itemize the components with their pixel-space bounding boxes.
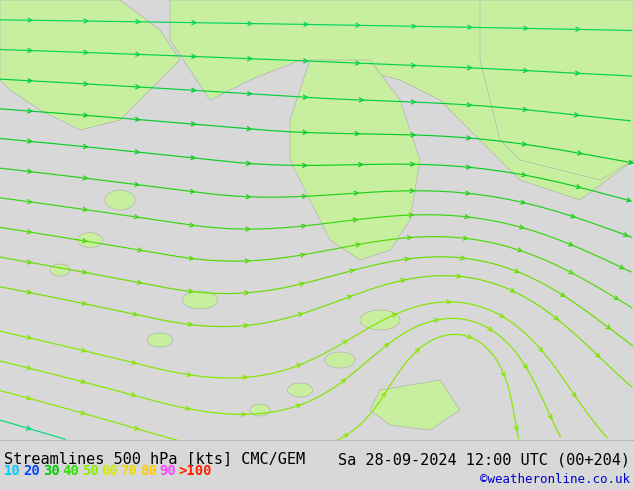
Text: Streamlines 500 hPa [kts] CMC/GEM: Streamlines 500 hPa [kts] CMC/GEM [4,452,305,467]
Ellipse shape [250,404,270,416]
Ellipse shape [325,352,355,368]
Text: 80: 80 [140,464,157,478]
Ellipse shape [360,310,400,330]
Text: 30: 30 [43,464,60,478]
Polygon shape [290,60,420,260]
Ellipse shape [287,383,313,397]
Ellipse shape [77,233,103,247]
Text: 70: 70 [120,464,137,478]
Text: ©weatheronline.co.uk: ©weatheronline.co.uk [480,473,630,486]
Polygon shape [480,0,634,180]
Text: 90: 90 [159,464,176,478]
Polygon shape [170,0,634,200]
Text: 50: 50 [82,464,98,478]
Ellipse shape [50,264,70,276]
Text: 10: 10 [4,464,21,478]
Text: 40: 40 [62,464,79,478]
Text: 20: 20 [23,464,40,478]
Polygon shape [0,0,180,130]
Polygon shape [370,380,460,430]
Text: Sa 28-09-2024 12:00 UTC (00+204): Sa 28-09-2024 12:00 UTC (00+204) [338,452,630,467]
Text: >100: >100 [179,464,212,478]
Ellipse shape [148,333,172,347]
Text: 60: 60 [101,464,118,478]
Ellipse shape [105,190,135,210]
Ellipse shape [183,291,217,309]
